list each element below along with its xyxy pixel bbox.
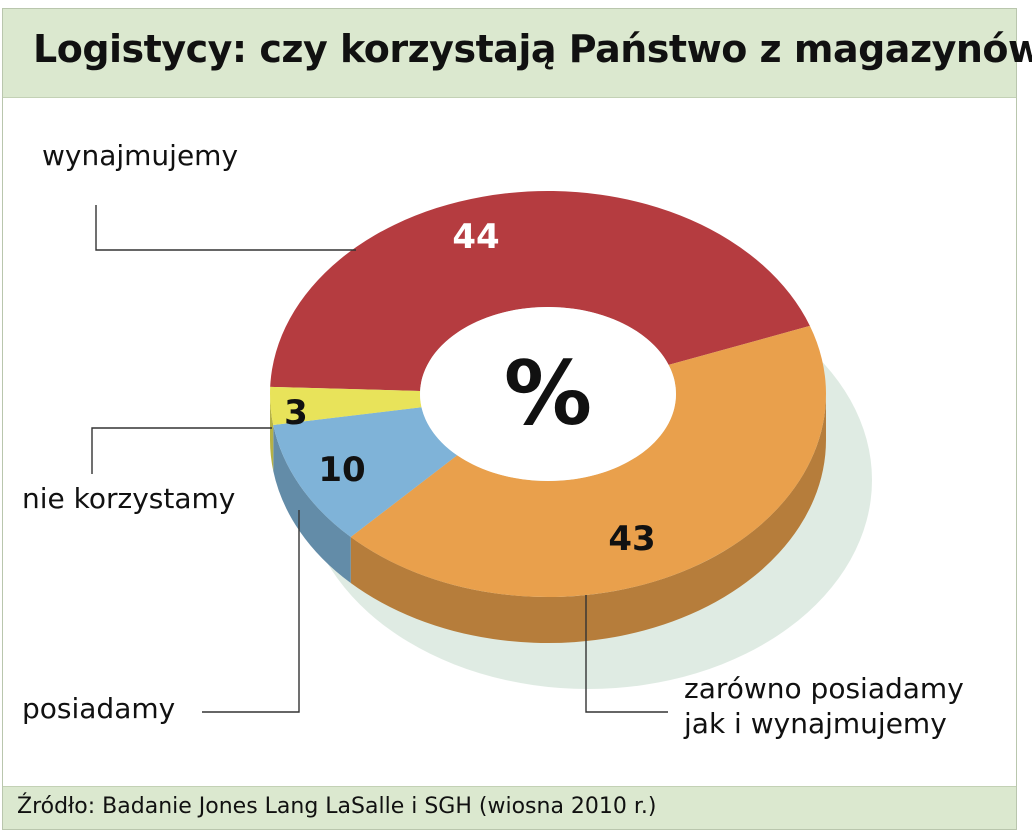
value-label-2: 10 [318,450,365,490]
leader-line-3 [91,427,272,474]
category-label-2: posiadamy [22,692,175,725]
category-label-1-line-1: jak i wynajmujemy [683,707,947,740]
chart-frame: Logistycy: czy korzystają Państwo z maga… [2,8,1032,830]
value-label-3: 3 [284,393,308,433]
slice-3 [270,386,422,426]
header-bar: Logistycy: czy korzystają Państwo z maga… [3,9,1032,98]
leader-line-1 [585,595,668,713]
footer-bar: Źródło: Badanie Jones Lang LaSalle i SGH… [3,786,1016,829]
category-label-3: nie korzystamy [22,482,235,515]
value-label-0: 44 [452,217,499,257]
leader-line-2 [202,510,300,713]
leader-line-0 [95,205,356,251]
category-label-1-line-0: zarówno posiadamy [684,672,964,705]
donut-hole [420,307,676,481]
slice-side-3 [270,394,274,472]
chart-title: Logistycy: czy korzystają Państwo z maga… [33,27,1032,71]
unit-symbol: % [504,342,592,445]
slice-side-2 [273,425,351,584]
category-label-0: wynajmujemy [42,139,238,172]
slice-1 [350,325,827,597]
source-note: Źródło: Badanie Jones Lang LaSalle i SGH… [17,794,657,819]
slice-side-1 [350,394,826,644]
value-label-1: 43 [608,519,655,559]
slice-2 [273,407,458,538]
slice-0 [270,191,810,391]
